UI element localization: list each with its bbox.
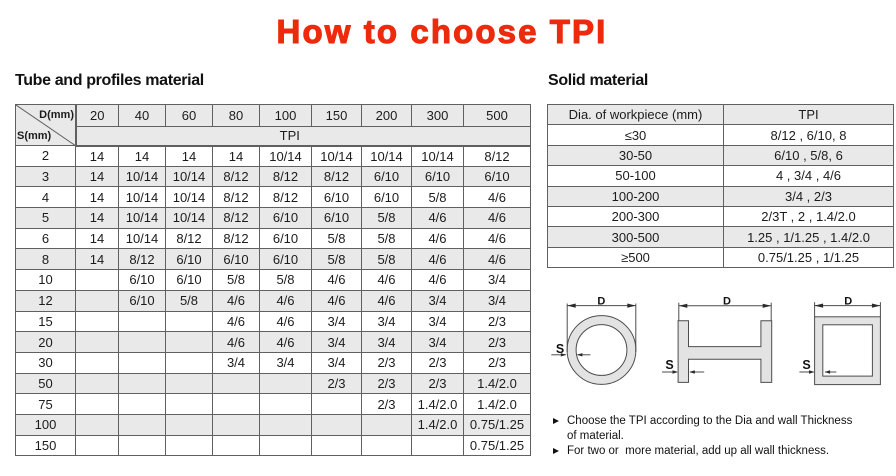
- svg-text:D: D: [844, 296, 852, 308]
- svg-text:S: S: [556, 342, 564, 356]
- svg-text:D: D: [597, 296, 605, 308]
- svg-text:S: S: [665, 358, 673, 372]
- svg-text:S: S: [802, 358, 810, 372]
- svg-text:D: D: [723, 296, 731, 308]
